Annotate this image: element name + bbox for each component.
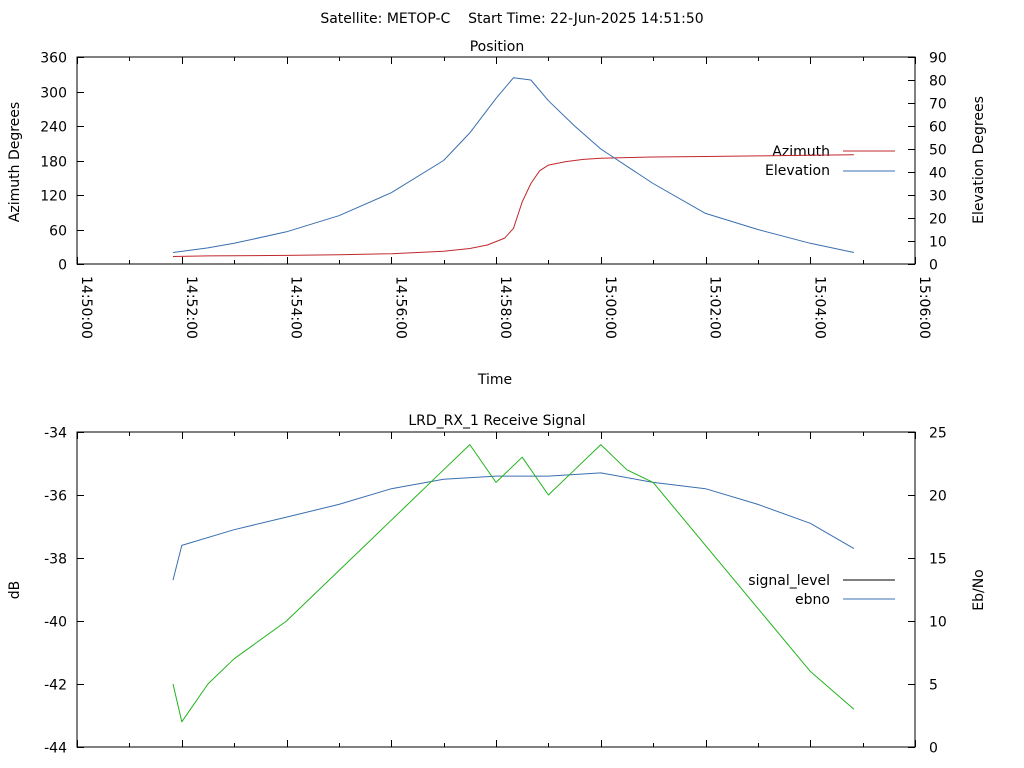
y2-tick-label: 40 — [929, 166, 947, 182]
position-chart: Position 0 60 120 180 240 300 360 0 10 20 30 40 50 6… — [7, 39, 987, 388]
y-tick-label: 120 — [40, 189, 67, 205]
position-y2-axis-label: Elevation Degrees — [971, 96, 987, 224]
series-line-signal-level — [172, 472, 855, 581]
position-ticks — [77, 57, 916, 265]
x-tick-label: 14:52:00 — [183, 276, 199, 339]
y2-tick-label: 15 — [929, 552, 947, 568]
signal-chart-title: LRD_RX_1 Receive Signal — [408, 413, 585, 429]
x-tick-label: 14:50:00 — [78, 276, 94, 339]
position-series — [172, 77, 855, 257]
legend-signal-level-label: signal_level — [748, 573, 830, 589]
x-tick-label: 14:58:00 — [497, 276, 513, 339]
y-tick-label: 60 — [49, 224, 67, 240]
position-x-axis-label: Time — [477, 372, 512, 388]
y-tick-label: -38 — [44, 552, 67, 568]
legend-elevation-label: Elevation — [765, 163, 830, 179]
y-tick-label: -44 — [44, 741, 67, 757]
y2-tick-label: 80 — [929, 74, 947, 90]
series-line-elevation — [172, 77, 855, 253]
position-y-axis-label: Azimuth Degrees — [7, 102, 23, 222]
series-line-azimuth — [172, 154, 854, 257]
signal-y2-tick-labels: 0 5 10 15 20 25 — [929, 426, 947, 757]
position-y2-tick-labels: 0 10 20 30 40 50 60 70 80 90 — [929, 51, 947, 274]
y2-tick-label: 0 — [929, 741, 938, 757]
signal-y-tick-labels: -44 -42 -40 -38 -36 -34 — [44, 426, 67, 757]
legend-azimuth-label: Azimuth — [772, 144, 830, 160]
x-tick-label: 15:04:00 — [811, 276, 827, 339]
signal-plot-frame — [76, 431, 916, 748]
y2-tick-label: 90 — [929, 51, 947, 67]
y-tick-label: 240 — [40, 120, 67, 136]
position-y-tick-labels: 0 60 120 180 240 300 360 — [40, 51, 67, 274]
signal-series — [172, 444, 855, 723]
signal-legend: signal_level ebno — [748, 573, 895, 608]
position-plot-frame — [76, 56, 916, 265]
signal-chart: LRD_RX_1 Receive Signal -44-42-40-38-36-… — [7, 413, 987, 757]
y-tick-label: -42 — [44, 678, 67, 694]
position-legend: Azimuth Elevation — [765, 144, 895, 179]
y2-tick-label: 5 — [929, 678, 938, 694]
x-tick-label: 14:56:00 — [392, 276, 408, 339]
x-tick-label: 15:00:00 — [602, 276, 618, 339]
signal-ticks — [77, 432, 916, 748]
y-tick-label: -40 — [44, 615, 67, 631]
y-tick-label: 360 — [40, 51, 67, 67]
position-x-tick-labels: 14:50:00 14:52:00 14:54:00 14:56:00 14:58:00… — [78, 276, 932, 339]
y-tick-label: 300 — [40, 86, 67, 102]
y2-tick-label: 60 — [929, 120, 947, 136]
series-line-ebno — [172, 444, 855, 723]
y2-tick-label: 20 — [929, 212, 947, 228]
y-tick-label: 180 — [40, 155, 67, 171]
y2-tick-label: 20 — [929, 489, 947, 505]
header-title: Satellite: METOP-C Start Time: 22-Jun-20… — [320, 11, 703, 27]
y2-tick-label: 70 — [929, 97, 947, 113]
y-tick-label: 0 — [58, 258, 67, 274]
y2-tick-label: 0 — [929, 258, 938, 274]
position-chart-title: Position — [470, 39, 525, 55]
y2-tick-label: 30 — [929, 189, 947, 205]
y2-tick-label: 50 — [929, 143, 947, 159]
x-tick-label: 14:54:00 — [288, 276, 304, 339]
x-tick-label: 15:06:00 — [916, 276, 932, 339]
signal-y-axis-label: dB — [7, 581, 23, 600]
signal-y2-axis-label: Eb/No — [971, 569, 987, 611]
y-tick-label: -36 — [44, 489, 67, 505]
y2-tick-label: 25 — [929, 426, 947, 442]
y2-tick-label: 10 — [929, 615, 947, 631]
y2-tick-label: 10 — [929, 235, 947, 251]
y-tick-label: -34 — [44, 426, 67, 442]
legend-ebno-label: ebno — [795, 592, 830, 608]
x-tick-label: 15:02:00 — [707, 276, 723, 339]
